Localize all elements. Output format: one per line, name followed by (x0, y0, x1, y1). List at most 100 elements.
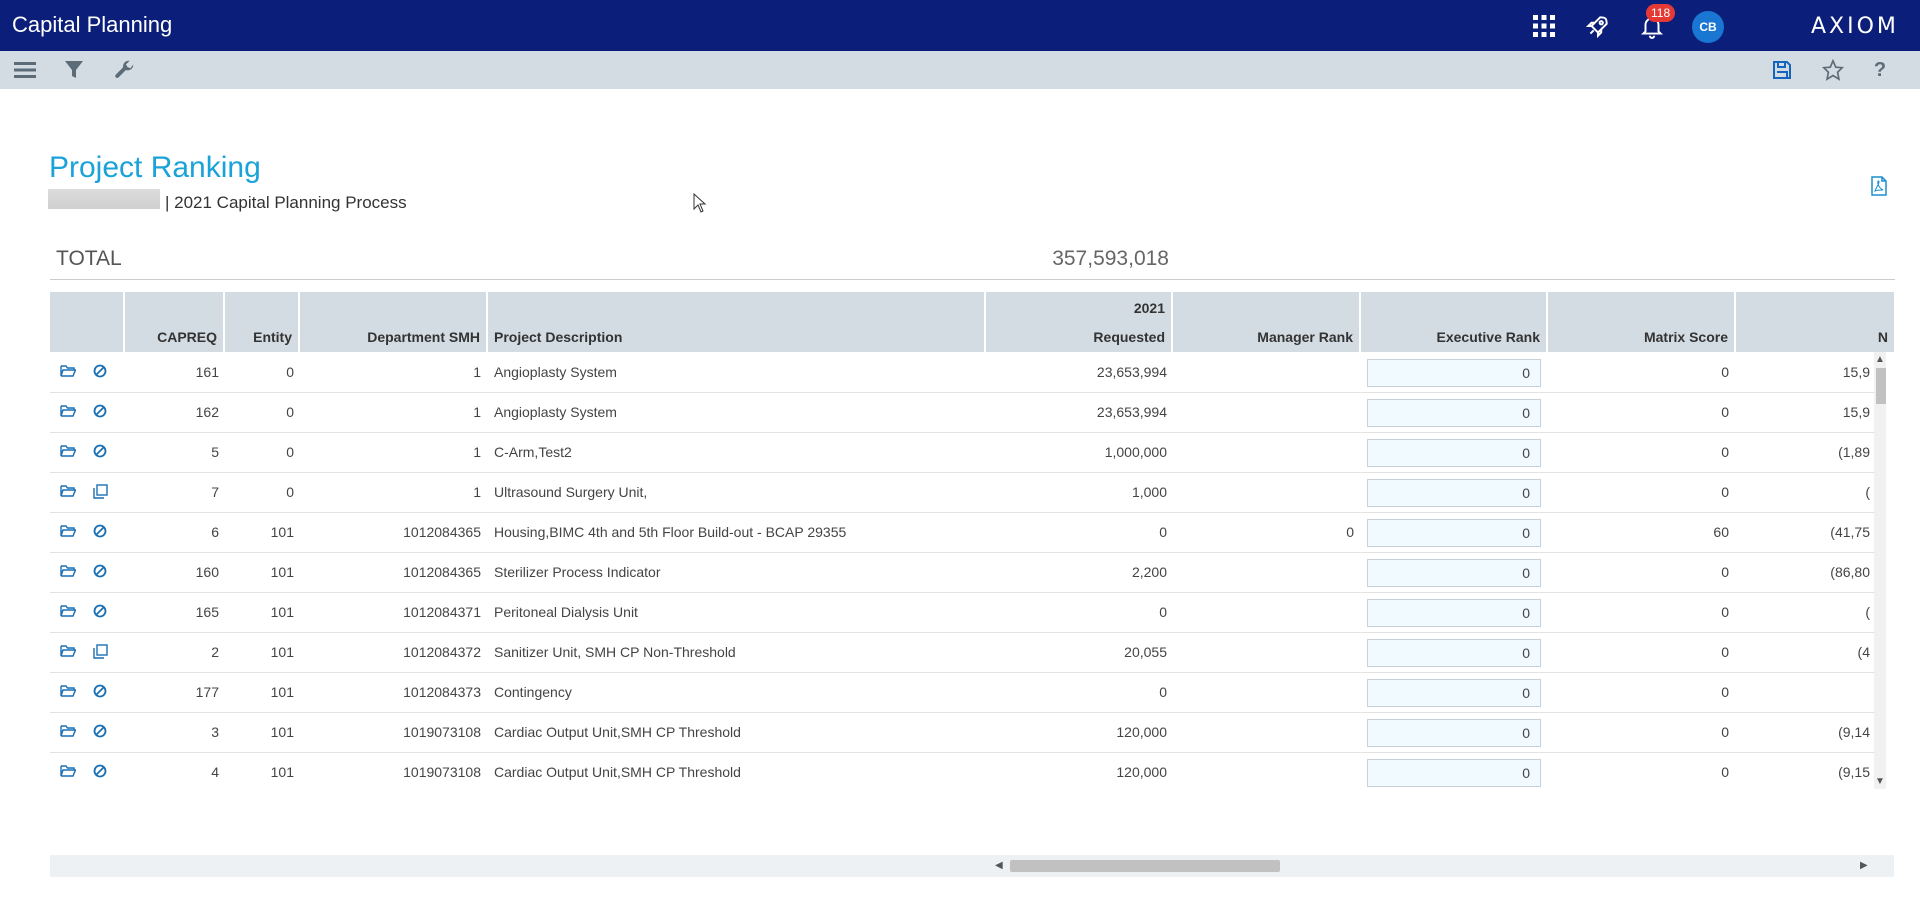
block-icon[interactable] (93, 524, 109, 540)
open-folder-icon[interactable] (60, 764, 77, 780)
header-entity[interactable]: Entity (225, 292, 300, 352)
header-matrix-score[interactable]: Matrix Score (1548, 292, 1736, 352)
requested-cell: 1,000 (1131, 484, 1167, 500)
block-icon[interactable] (93, 764, 109, 780)
executive-rank-input[interactable]: 0 (1367, 639, 1541, 667)
toolbar: ? (0, 51, 1920, 89)
department-cell: 1 (473, 404, 481, 420)
vertical-scroll-thumb[interactable] (1876, 368, 1886, 404)
table-row[interactable]: 2 101 1012084372 Sanitizer Unit, SMH CP Non… (50, 632, 1884, 673)
scroll-left-icon[interactable]: ◀ (995, 860, 1003, 871)
avatar[interactable]: CB (1692, 11, 1724, 43)
scroll-down-icon[interactable]: ▼ (1875, 776, 1885, 787)
filter-icon[interactable] (60, 56, 88, 84)
open-folder-icon[interactable] (60, 444, 77, 460)
department-cell: 1019073108 (403, 764, 481, 780)
next-column-cell: (86,80 (1830, 564, 1870, 580)
next-column-cell: (9,15 (1838, 764, 1870, 780)
requested-cell: 20,055 (1124, 644, 1167, 660)
executive-rank-input[interactable]: 0 (1367, 719, 1541, 747)
capreq-cell: 162 (195, 404, 219, 420)
open-folder-icon[interactable] (60, 364, 77, 380)
header-next-column[interactable]: N (1877, 329, 1888, 345)
description-cell: Contingency (494, 684, 572, 700)
executive-rank-input[interactable]: 0 (1367, 679, 1541, 707)
description-cell: Cardiac Output Unit,SMH CP Threshold (494, 724, 741, 740)
executive-rank-input[interactable]: 0 (1367, 519, 1541, 547)
open-folder-icon[interactable] (60, 484, 77, 500)
description-cell: C-Arm,Test2 (494, 444, 572, 460)
executive-rank-input[interactable]: 0 (1367, 759, 1541, 787)
open-folder-icon[interactable] (60, 404, 77, 420)
capreq-cell: 2 (211, 644, 219, 660)
open-folder-icon[interactable] (60, 644, 77, 660)
open-folder-icon[interactable] (60, 684, 77, 700)
header-manager-rank[interactable]: Manager Rank (1173, 292, 1361, 352)
horizontal-scroll-thumb[interactable] (1010, 860, 1280, 872)
next-column-cell (1736, 672, 1870, 712)
save-icon[interactable] (1768, 56, 1796, 84)
header-executive-rank[interactable]: Executive Rank (1361, 292, 1548, 352)
capreq-cell: 5 (211, 444, 219, 460)
header-department[interactable]: Department SMH (300, 292, 488, 352)
executive-rank-input[interactable]: 0 (1367, 359, 1541, 387)
header-requested[interactable]: 2021 Requested (986, 292, 1173, 352)
executive-rank-input[interactable]: 0 (1367, 439, 1541, 467)
block-icon[interactable] (93, 684, 109, 700)
block-icon[interactable] (93, 404, 109, 420)
copy-icon[interactable] (93, 644, 109, 660)
capreq-cell: 161 (195, 364, 219, 380)
open-folder-icon[interactable] (60, 524, 77, 540)
matrix-score-cell: 60 (1713, 524, 1729, 540)
copy-icon[interactable] (93, 484, 109, 500)
table-row[interactable]: 162 0 1 Angioplasty System 23,653,994 0 0 15,9 (50, 392, 1884, 433)
table-row[interactable]: 3 101 1019073108 Cardiac Output Unit,SMH CP… (50, 712, 1884, 753)
manager-rank-cell (1173, 552, 1354, 592)
total-label: TOTAL (56, 247, 122, 270)
manager-rank-cell (1173, 752, 1354, 789)
app-title: Capital Planning (12, 12, 173, 37)
wrench-icon[interactable] (111, 56, 139, 84)
description-cell: Cardiac Output Unit,SMH CP Threshold (494, 764, 741, 780)
star-icon[interactable] (1819, 56, 1847, 84)
open-folder-icon[interactable] (60, 604, 77, 620)
block-icon[interactable] (93, 724, 109, 740)
table-row[interactable]: 165 101 1012084371 Peritoneal Dialysis Unit… (50, 592, 1884, 633)
apps-grid-icon[interactable] (1530, 12, 1558, 40)
department-cell: 1012084373 (403, 684, 481, 700)
executive-rank-input[interactable]: 0 (1367, 559, 1541, 587)
table-row[interactable]: 5 0 1 C-Arm,Test2 1,000,000 0 0 (1,89 (50, 432, 1884, 473)
table-row[interactable]: 161 0 1 Angioplasty System 23,653,994 0 0 15,9 (50, 352, 1884, 393)
header-project-description[interactable]: Project Description (488, 292, 986, 352)
requested-cell: 1,000,000 (1104, 444, 1167, 460)
open-folder-icon[interactable] (60, 724, 77, 740)
table-row[interactable]: 4 101 1019073108 Cardiac Output Unit,SMH CP… (50, 752, 1884, 789)
executive-rank-input[interactable]: 0 (1367, 399, 1541, 427)
block-icon[interactable] (93, 444, 109, 460)
scroll-right-icon[interactable]: ▶ (1860, 860, 1868, 871)
next-column-cell: (41,75 (1830, 524, 1870, 540)
open-folder-icon[interactable] (60, 564, 77, 580)
horizontal-scrollbar[interactable]: ◀ ▶ (50, 855, 1894, 877)
table-row[interactable]: 7 0 1 Ultrasound Surgery Unit, 1,000 0 0 ( (50, 472, 1884, 513)
requested-cell: 0 (1159, 684, 1167, 700)
table-row[interactable]: 177 101 1012084373 Contingency 0 0 0 (50, 672, 1884, 713)
block-icon[interactable] (93, 564, 109, 580)
help-icon[interactable]: ? (1873, 58, 1887, 81)
executive-rank-input[interactable]: 0 (1367, 599, 1541, 627)
table-row[interactable]: 160 101 1012084365 Sterilizer Process Indic… (50, 552, 1884, 593)
description-cell: Sterilizer Process Indicator (494, 564, 661, 580)
block-icon[interactable] (93, 364, 109, 380)
department-cell: 1012084365 (403, 564, 481, 580)
menu-icon[interactable] (11, 56, 39, 84)
rocket-icon[interactable] (1584, 12, 1612, 40)
table-row[interactable]: 6 101 1012084365 Housing,BIMC 4th and 5th F… (50, 512, 1884, 553)
header-capreq[interactable]: CAPREQ (125, 292, 225, 352)
vertical-scrollbar[interactable]: ▲ ▼ (1874, 352, 1886, 789)
block-icon[interactable] (93, 604, 109, 620)
executive-rank-input[interactable]: 0 (1367, 479, 1541, 507)
next-column-cell: 15,9 (1842, 404, 1870, 420)
pdf-export-icon[interactable] (1870, 176, 1888, 201)
requested-cell: 0 (1159, 604, 1167, 620)
scroll-up-icon[interactable]: ▲ (1875, 354, 1885, 365)
